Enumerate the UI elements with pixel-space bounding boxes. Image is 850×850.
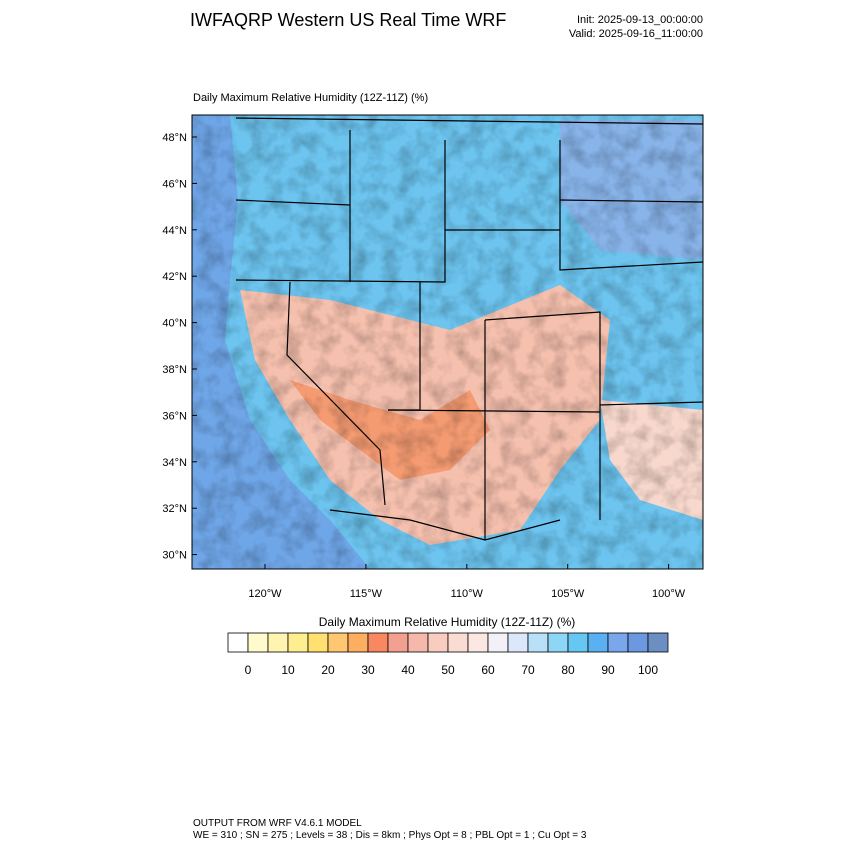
- colorbar-box: [507, 632, 529, 653]
- colorbar-label: 50: [441, 663, 455, 677]
- lat-label: 34°N: [162, 457, 187, 469]
- colorbar-box: [287, 632, 309, 653]
- title: IWFAQRP Western US Real Time WRF: [190, 10, 506, 30]
- footer-line: OUTPUT FROM WRF V4.6.1 MODEL: [193, 818, 362, 829]
- colorbar-box: [487, 632, 509, 653]
- lat-label: 42°N: [162, 271, 187, 283]
- colorbar-label: 80: [561, 663, 575, 677]
- lat-label: 46°N: [162, 178, 187, 190]
- colorbar-box: [547, 632, 569, 653]
- colorbar-box: [267, 632, 289, 653]
- colorbar-label: 0: [245, 663, 252, 677]
- lat-label: 32°N: [162, 503, 187, 515]
- colorbar-box: [467, 632, 489, 653]
- map: [192, 115, 703, 569]
- colorbar-box: [227, 632, 249, 653]
- borders: [235, 117, 703, 541]
- colorbar-label: 10: [281, 663, 295, 677]
- colorbar-box: [607, 632, 629, 653]
- colorbar-box: [407, 632, 429, 653]
- colorbar-box: [587, 632, 609, 653]
- lon-label: 115°W: [350, 588, 383, 600]
- colorbar-box: [387, 632, 409, 653]
- colorbar-box: [447, 632, 469, 653]
- footer-line: WE = 310 ; SN = 275 ; Levels = 38 ; Dis …: [193, 830, 587, 841]
- colorbar-box: [647, 632, 669, 653]
- lat-label: 48°N: [162, 132, 187, 144]
- lat-label: 36°N: [162, 410, 187, 422]
- colorbar-label: 90: [601, 663, 615, 677]
- colorbar: 0 10 20 30 40 50 60 70 80 90 100: [227, 632, 669, 677]
- colorbar-label: 20: [321, 663, 335, 677]
- lat-label: 40°N: [162, 318, 187, 330]
- colorbar-label: 100: [638, 663, 658, 677]
- colorbar-box: [567, 632, 589, 653]
- colorbar-label: 40: [401, 663, 415, 677]
- lat-label: 30°N: [162, 550, 187, 562]
- colorbar-box: [307, 632, 329, 653]
- colorbar-label: 60: [481, 663, 495, 677]
- lon-label: 105°W: [551, 588, 585, 600]
- colorbar-box: [247, 632, 269, 653]
- init-time: Init: 2025-09-13_00:00:00: [577, 14, 703, 26]
- colorbar-box: [627, 632, 649, 653]
- colorbar-title: Daily Maximum Relative Humidity (12Z-11Z…: [319, 615, 576, 629]
- colorbar-box: [327, 632, 349, 653]
- colorbar-box: [367, 632, 389, 653]
- colorbar-box: [347, 632, 369, 653]
- colorbar-label: 30: [361, 663, 375, 677]
- map-axes: 48°N 46°N 44°N 42°N 40°N 38°N 36°N 34°N 32°N 30°N…: [162, 132, 685, 600]
- colorbar-box: [527, 632, 549, 653]
- contour-texture: [192, 115, 703, 569]
- lat-label: 44°N: [162, 225, 187, 237]
- colorbar-label: 70: [521, 663, 535, 677]
- lat-label: 38°N: [162, 364, 187, 376]
- lon-label: 120°W: [248, 588, 282, 600]
- lon-label: 110°W: [451, 588, 484, 600]
- map-frame: [191, 114, 704, 570]
- lon-label: 100°W: [652, 588, 686, 600]
- valid-time: Valid: 2025-09-16_11:00:00: [569, 28, 703, 40]
- map-title: Daily Maximum Relative Humidity (12Z-11Z…: [193, 92, 428, 104]
- colorbar-box: [427, 632, 449, 653]
